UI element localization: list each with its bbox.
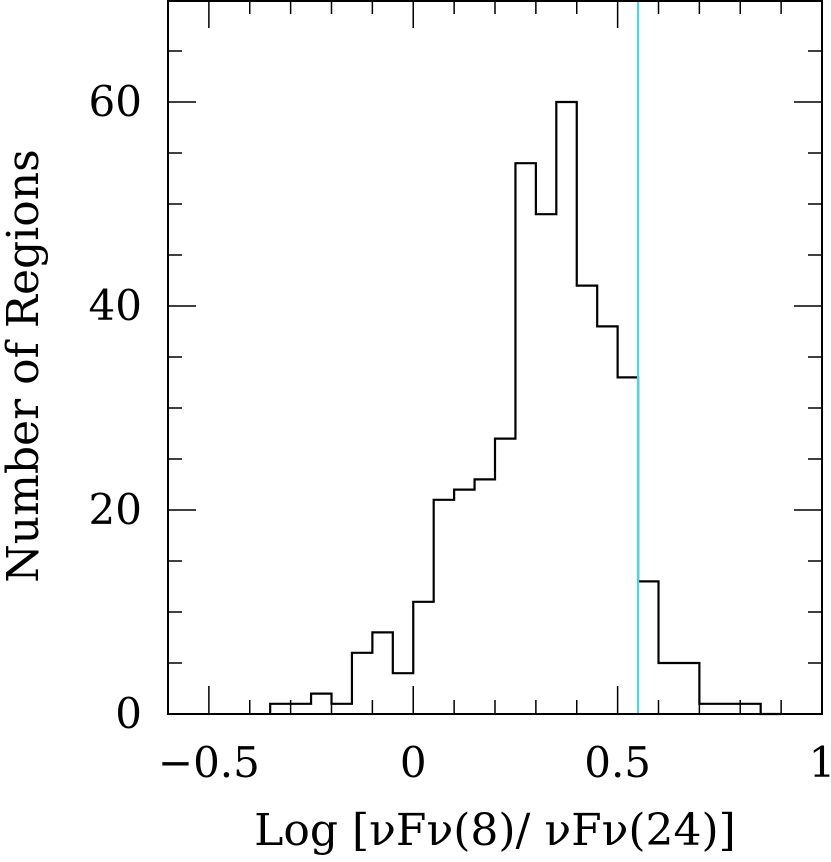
histogram-outline (269, 100, 782, 716)
major-ticks (168, 0, 823, 715)
x-tick-label: 0 (400, 738, 427, 787)
y-tick-label: 20 (89, 485, 142, 534)
y-tick-label: 40 (89, 281, 142, 330)
x-tick-labels: −0.5 0 0.5 1 (158, 738, 831, 787)
y-tick-label: 60 (89, 77, 142, 126)
x-tick-label: 1 (809, 738, 831, 787)
y-tick-label: 0 (115, 689, 142, 738)
x-tick-label: 0.5 (584, 738, 651, 787)
x-tick-label: −0.5 (158, 738, 260, 787)
minor-ticks (168, 0, 822, 714)
plot-frame (167, 0, 823, 715)
x-axis-title: Log [νFν(8)/ νFν(24)] (254, 805, 736, 856)
y-axis-title: Number of Regions (0, 149, 49, 582)
y-tick-labels: 0 20 40 60 (89, 77, 142, 738)
